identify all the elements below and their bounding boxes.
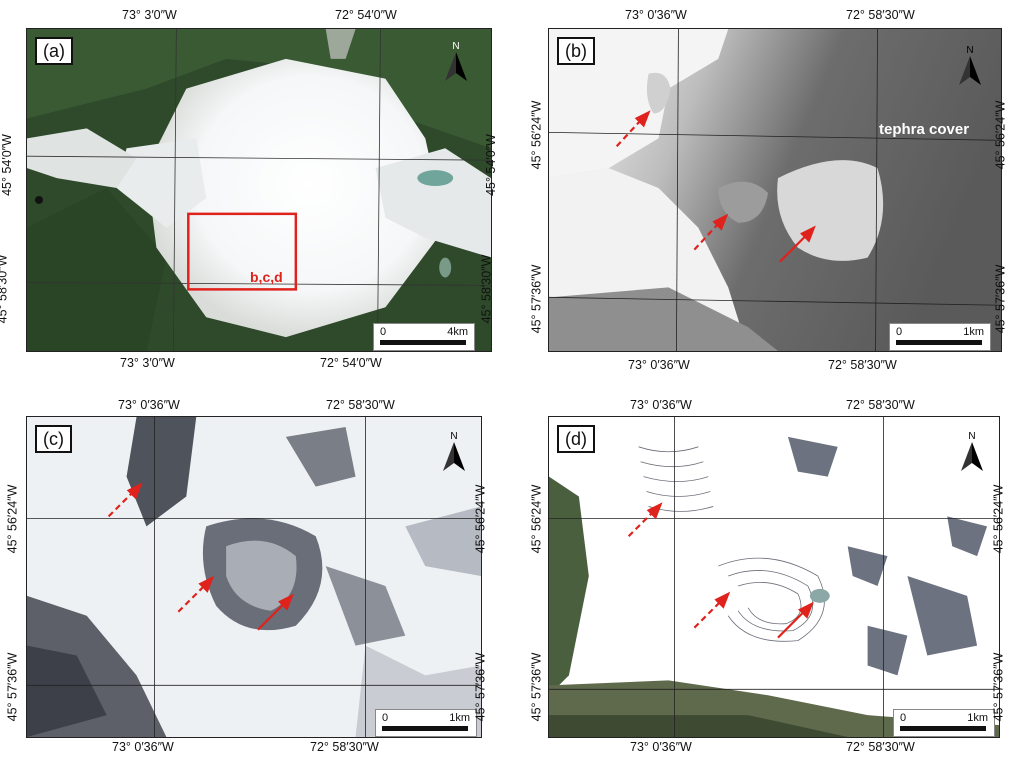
scale-bar-a: 0 4km: [373, 323, 475, 351]
north-arrow-icon: N: [959, 45, 981, 85]
scale-bar-b: 0 1km: [889, 323, 991, 351]
panel-a-top-lon-right: 72° 54′0″W: [335, 8, 397, 22]
north-arrow-icon: N: [961, 431, 983, 471]
panel-a-bottom-lon-right: 72° 54′0″W: [320, 356, 382, 370]
panel-a-lat-top-right: 45° 54′0″W: [483, 134, 498, 196]
panel-c-bottom-lon-left: 73° 0′36″W: [112, 740, 174, 754]
scale-bar-line: [380, 340, 466, 345]
panel-d-lat-bottom-right: 45° 57′36″W: [991, 652, 1006, 722]
panel-c-lat-bottom-right: 45° 57′36″W: [473, 652, 488, 722]
scale-end: 1km: [449, 712, 470, 724]
satellite-image-a: [27, 29, 491, 351]
panel-c-label: (c): [35, 425, 72, 453]
panel-d-bottom-lon-left: 73° 0′36″W: [630, 740, 692, 754]
panel-a-map: (a) b,c,d N 0 4km: [26, 28, 492, 352]
panel-b-top-lon-right: 72° 58′30″W: [846, 8, 915, 22]
scale-bar-line: [382, 726, 468, 731]
scale-bar-line: [900, 726, 986, 731]
panel-b-label: (b): [557, 37, 595, 65]
panel-d-lat-top-left: 45° 56′24″W: [529, 484, 544, 554]
panel-b-lat-bottom-left: 45° 57′36″W: [529, 264, 544, 334]
panel-d-bottom-lon-right: 72° 58′30″W: [846, 740, 915, 754]
scale-end: 4km: [447, 326, 468, 338]
north-arrow-icon: N: [443, 431, 465, 471]
panel-b-lat-top-left: 45° 56′24″W: [529, 100, 544, 170]
panel-d-top-lon-left: 73° 0′36″W: [630, 398, 692, 412]
panel-b-lat-bottom-right: 45° 57′36″W: [993, 264, 1008, 334]
svg-text:N: N: [968, 431, 975, 442]
panel-d-lat-top-right: 45° 56′24″W: [991, 484, 1006, 554]
scale-bar-d: 0 1km: [893, 709, 995, 737]
panel-b-bottom-lon-right: 72° 58′30″W: [828, 358, 897, 372]
scale-zero: 0: [382, 712, 389, 724]
panel-c-map: (c) N 0 1km: [26, 416, 482, 738]
panel-c-top-lon-right: 72° 58′30″W: [326, 398, 395, 412]
panel-c-lat-top-left: 45° 56′24″W: [5, 484, 20, 554]
panel-c-lat-bottom-left: 45° 57′36″W: [5, 652, 20, 722]
scale-zero: 0: [900, 712, 907, 724]
panel-a-label: (a): [35, 37, 73, 65]
panel-c-bottom-lon-right: 72° 58′30″W: [310, 740, 379, 754]
panel-a-lat-top-left: 45° 54′0″W: [0, 134, 14, 196]
study-area-box-label: b,c,d: [250, 269, 283, 285]
panel-c-lat-top-right: 45° 56′24″W: [473, 484, 488, 554]
panel-a-top-lon-left: 73° 3′0″W: [122, 8, 177, 22]
panel-a-lat-bottom-right: 45° 58′30″W: [479, 254, 494, 324]
panel-d-lat-bottom-left: 45° 57′36″W: [529, 652, 544, 722]
panel-a-lat-bottom-left: 45° 58′30″W: [0, 254, 10, 324]
scale-bar-line: [896, 340, 982, 345]
panel-a-bottom-lon-left: 73° 3′0″W: [120, 356, 175, 370]
svg-text:N: N: [452, 41, 459, 52]
scale-bar-c: 0 1km: [375, 709, 477, 737]
svg-text:N: N: [966, 45, 973, 56]
panel-d-map: (d) N 0 1km: [548, 416, 1000, 738]
svg-text:N: N: [450, 431, 457, 442]
scale-zero: 0: [380, 326, 387, 338]
satellite-image-c: [27, 417, 481, 737]
panel-d-top-lon-right: 72° 58′30″W: [846, 398, 915, 412]
satellite-image-d: [549, 417, 999, 737]
panel-b-map: (b) tephra cover N 0 1km: [548, 28, 1002, 352]
scale-end: 1km: [967, 712, 988, 724]
scale-end: 1km: [963, 326, 984, 338]
panel-b-bottom-lon-left: 73° 0′36″W: [628, 358, 690, 372]
scale-zero: 0: [896, 326, 903, 338]
tephra-cover-label: tephra cover: [879, 121, 970, 138]
north-arrow-icon: N: [445, 41, 467, 81]
panel-b-top-lon-left: 73° 0′36″W: [625, 8, 687, 22]
satellite-image-b: [549, 29, 1001, 351]
panel-c-top-lon-left: 73° 0′36″W: [118, 398, 180, 412]
panel-b-lat-top-right: 45° 56′24″W: [993, 100, 1008, 170]
panel-d-label: (d): [557, 425, 595, 453]
